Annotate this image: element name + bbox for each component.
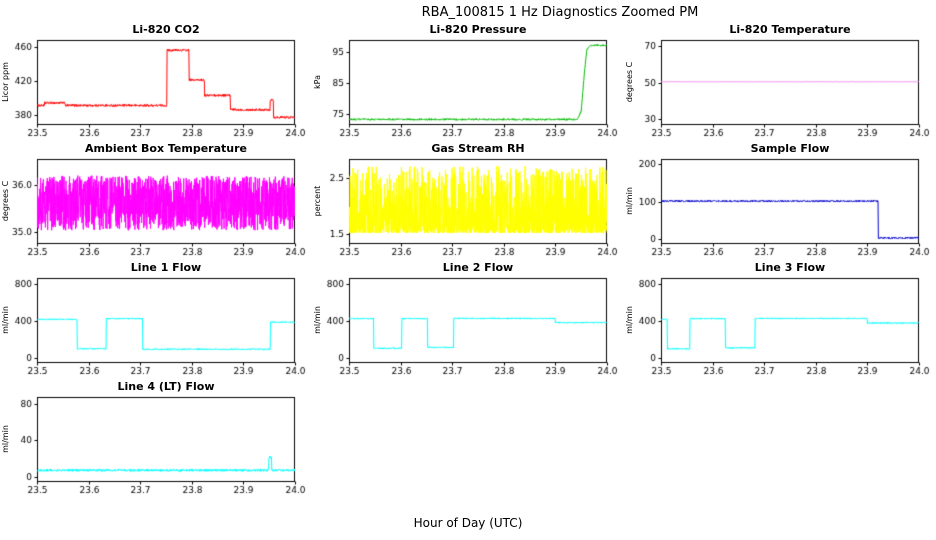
- chart-title: Li-820 Temperature: [729, 23, 851, 36]
- chart-li820-temperature: Li-820 Temperature degrees C: [624, 22, 936, 141]
- plot-canvas-ambient-box-temperature: [0, 155, 312, 260]
- x-axis-label-global: Hour of Day (UTC): [413, 516, 523, 530]
- page-title: RBA_100815 1 Hz Diagnostics Zoomed PM: [421, 5, 699, 20]
- chart-ambient-box-temperature: Ambient Box Temperature degrees C: [0, 141, 312, 260]
- plot-canvas-li820-pressure: [312, 36, 624, 141]
- chart-li820-co2: Li-820 CO2 Licor ppm: [0, 22, 312, 141]
- chart-title: Ambient Box Temperature: [85, 142, 247, 155]
- plot-canvas-line4-lt-flow: [0, 393, 312, 498]
- plot-canvas-li820-temperature: [624, 36, 936, 141]
- chart-gas-stream-rh: Gas Stream RH percent: [312, 141, 624, 260]
- chart-sample-flow: Sample Flow ml/min: [624, 141, 936, 260]
- chart-line4-lt-flow: Line 4 (LT) Flow ml/min: [0, 379, 312, 498]
- chart-line1-flow: Line 1 Flow ml/min: [0, 260, 312, 379]
- chart-title: Line 4 (LT) Flow: [117, 380, 215, 393]
- plot-canvas-line1-flow: [0, 274, 312, 379]
- chart-grid: Li-820 CO2 Licor ppm Li-820 Pressure kPa…: [0, 22, 936, 498]
- plot-canvas-sample-flow: [624, 155, 936, 260]
- chart-title: Li-820 CO2: [132, 23, 200, 36]
- chart-title: Line 3 Flow: [754, 261, 826, 274]
- chart-title: Line 2 Flow: [442, 261, 514, 274]
- plot-canvas-line2-flow: [312, 274, 624, 379]
- chart-li820-pressure: Li-820 Pressure kPa: [312, 22, 624, 141]
- chart-title: Li-820 Pressure: [429, 23, 527, 36]
- chart-title: Gas Stream RH: [431, 142, 525, 155]
- plot-canvas-gas-stream-rh: [312, 155, 624, 260]
- plot-canvas-line3-flow: [624, 274, 936, 379]
- plot-canvas-li820-co2: [0, 36, 312, 141]
- chart-title: Sample Flow: [750, 142, 830, 155]
- chart-line3-flow: Line 3 Flow ml/min: [624, 260, 936, 379]
- chart-line2-flow: Line 2 Flow ml/min: [312, 260, 624, 379]
- chart-title: Line 1 Flow: [130, 261, 202, 274]
